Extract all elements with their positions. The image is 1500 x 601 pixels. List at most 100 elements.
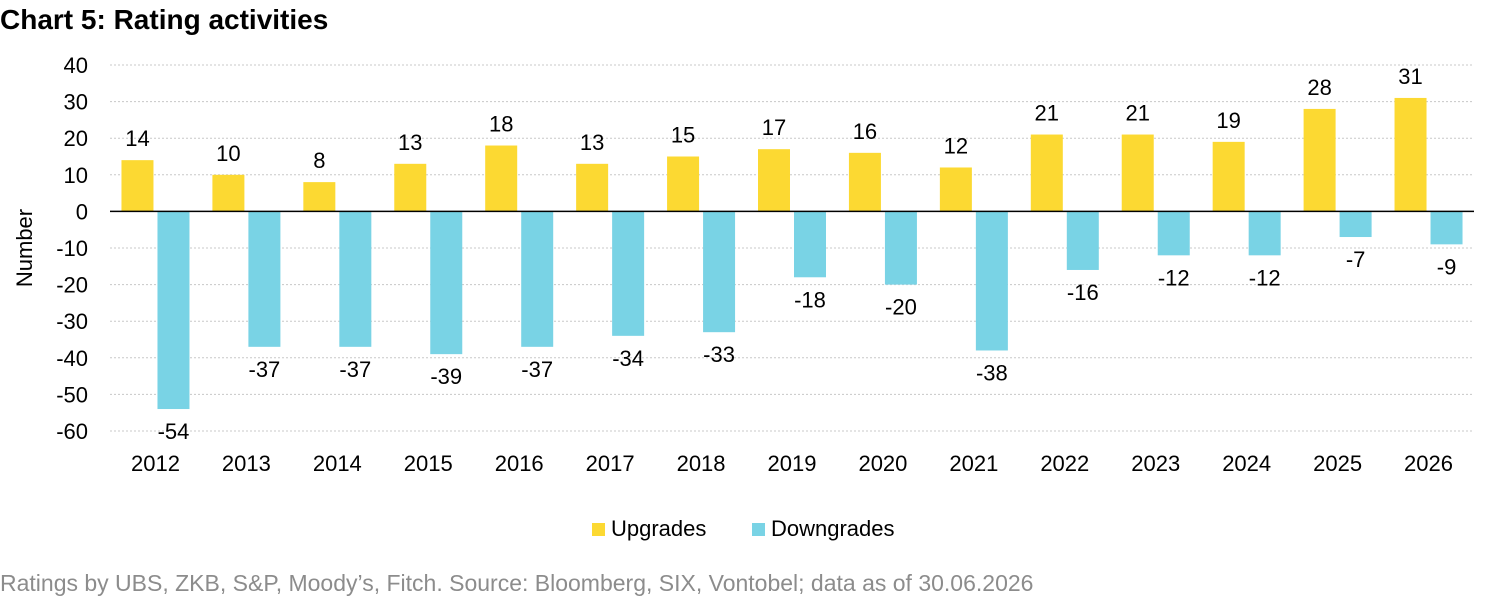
bar-upgrades-2026 (1394, 97, 1427, 212)
bar-downgrades-2017 (612, 211, 645, 336)
data-label-upgrades-2025: 28 (1307, 75, 1331, 100)
bar-upgrades-2025 (1303, 108, 1336, 212)
data-label-upgrades-2022: 21 (1035, 101, 1059, 126)
data-label-upgrades-2024: 19 (1216, 108, 1240, 133)
bars (121, 97, 1463, 410)
bar-downgrades-2015 (430, 211, 463, 355)
data-label-downgrades-2012: -54 (158, 419, 190, 444)
x-tick-label: 2026 (1404, 451, 1453, 476)
legend-swatch-downgrades (752, 523, 765, 536)
bar-downgrades-2012 (157, 211, 190, 410)
legend-label-upgrades: Upgrades (611, 516, 706, 541)
data-label-upgrades-2012: 14 (125, 126, 149, 151)
data-label-downgrades-2021: -38 (976, 360, 1008, 385)
y-tick-label: 40 (64, 53, 88, 78)
x-tick-label: 2022 (1040, 451, 1089, 476)
bar-downgrades-2013 (248, 211, 281, 347)
bar-upgrades-2012 (121, 160, 154, 212)
bar-downgrades-2024 (1248, 211, 1281, 256)
x-tick-label: 2024 (1222, 451, 1271, 476)
x-tick-label: 2023 (1131, 451, 1180, 476)
rating-activities-chart: 40 30 20 10 0 -10 -20 -30 -40 -50 -60 Number 14 -54… (12, 53, 1474, 541)
x-tick-label: 2018 (677, 451, 726, 476)
data-label-upgrades-2021: 12 (944, 133, 968, 158)
data-label-upgrades-2026: 31 (1398, 64, 1422, 89)
data-label-downgrades-2014: -37 (339, 357, 371, 382)
x-tick-label: 2020 (858, 451, 907, 476)
y-tick-label: 30 (64, 90, 88, 115)
data-label-downgrades-2015: -39 (430, 364, 462, 389)
data-label-upgrades-2023: 21 (1125, 101, 1149, 126)
data-label-upgrades-2014: 8 (313, 148, 325, 173)
bar-downgrades-2014 (339, 211, 372, 347)
bar-downgrades-2022 (1066, 211, 1099, 270)
legend-swatch-upgrades (592, 523, 605, 536)
y-tick-label: -20 (56, 273, 88, 298)
data-label-downgrades-2023: -12 (1158, 265, 1190, 290)
chart-title: Chart 5: Rating activities (0, 4, 329, 35)
legend-label-downgrades: Downgrades (771, 516, 895, 541)
y-tick-label: 10 (64, 163, 88, 188)
bar-upgrades-2018 (667, 156, 700, 212)
y-tick-label: -10 (56, 236, 88, 261)
bar-upgrades-2024 (1212, 141, 1245, 212)
data-label-downgrades-2018: -33 (703, 342, 735, 367)
data-label-upgrades-2018: 15 (671, 123, 695, 148)
bar-downgrades-2018 (703, 211, 736, 333)
data-label-downgrades-2026: -9 (1437, 254, 1457, 279)
data-label-downgrades-2016: -37 (521, 357, 553, 382)
data-label-downgrades-2020: -20 (885, 295, 917, 320)
data-label-downgrades-2025: -7 (1346, 247, 1366, 272)
x-tick-label: 2025 (1313, 451, 1362, 476)
x-tick-label: 2019 (768, 451, 817, 476)
x-axis-tick-labels: 2012 2013 2014 2015 2016 2017 2018 2019 2020 2021… (131, 451, 1453, 476)
y-tick-label: 0 (76, 199, 88, 224)
y-tick-label: -30 (56, 309, 88, 334)
bar-downgrades-2023 (1157, 211, 1190, 256)
bar-upgrades-2014 (303, 182, 336, 212)
y-tick-label: 20 (64, 126, 88, 151)
bar-downgrades-2020 (884, 211, 917, 285)
bar-downgrades-2016 (521, 211, 554, 347)
bar-upgrades-2021 (939, 167, 972, 212)
data-label-upgrades-2016: 18 (489, 112, 513, 137)
bar-upgrades-2023 (1121, 134, 1154, 212)
data-label-downgrades-2022: -16 (1067, 280, 1099, 305)
bar-upgrades-2019 (758, 149, 790, 212)
x-tick-label: 2013 (222, 451, 271, 476)
bar-upgrades-2022 (1030, 134, 1063, 212)
data-label-downgrades-2017: -34 (612, 346, 644, 371)
x-tick-label: 2017 (586, 451, 635, 476)
data-label-downgrades-2019: -18 (794, 287, 826, 312)
x-tick-label: 2015 (404, 451, 453, 476)
x-tick-label: 2014 (313, 451, 362, 476)
gridlines (110, 64, 1474, 432)
bar-upgrades-2016 (485, 145, 518, 212)
x-tick-label: 2016 (495, 451, 544, 476)
bar-upgrades-2020 (848, 152, 881, 212)
source-note: Ratings by UBS, ZKB, S&P, Moody’s, Fitch… (0, 570, 1034, 596)
data-labels: 14 -54 10 -37 8 -37 13 -39 18 -37 13 -34 15 -33 17 -18 1… (125, 64, 1456, 444)
y-tick-label: -50 (56, 382, 88, 407)
data-label-downgrades-2024: -12 (1249, 265, 1281, 290)
bar-upgrades-2013 (212, 174, 245, 212)
bar-downgrades-2021 (975, 211, 1008, 351)
data-label-upgrades-2017: 13 (580, 130, 604, 155)
x-tick-label: 2012 (131, 451, 180, 476)
x-tick-label: 2021 (949, 451, 998, 476)
y-axis-tick-labels: 40 30 20 10 0 -10 -20 -30 -40 -50 -60 (56, 53, 88, 444)
bar-downgrades-2026 (1430, 211, 1463, 245)
bar-upgrades-2017 (576, 163, 609, 212)
bar-downgrades-2025 (1339, 211, 1372, 238)
data-label-downgrades-2013: -37 (249, 357, 281, 382)
y-tick-label: -60 (56, 419, 88, 444)
y-tick-label: -40 (56, 346, 88, 371)
bar-downgrades-2019 (794, 211, 826, 278)
data-label-upgrades-2015: 13 (398, 130, 422, 155)
bar-upgrades-2015 (394, 163, 427, 212)
legend: Upgrades Downgrades (592, 516, 895, 541)
data-label-upgrades-2013: 10 (216, 141, 240, 166)
data-label-upgrades-2019: 17 (762, 115, 786, 140)
y-axis-label: Number (12, 209, 37, 287)
data-label-upgrades-2020: 16 (853, 119, 877, 144)
